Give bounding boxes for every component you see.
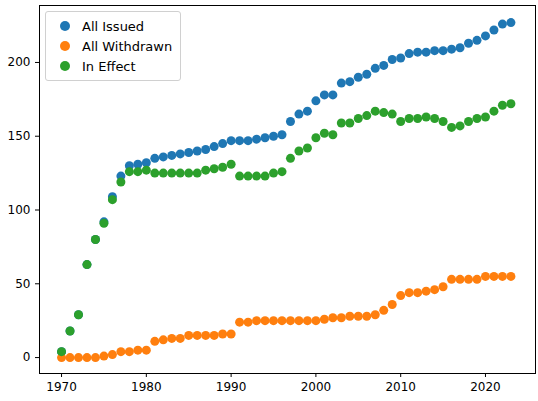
svg-text:50: 50 bbox=[15, 277, 30, 291]
html-text:In Effect: In Effect bbox=[82, 58, 136, 74]
html-text:All Withdrawn: All Withdrawn bbox=[82, 38, 173, 54]
svg-text:2000: 2000 bbox=[301, 380, 332, 394]
svg-text:1970: 1970 bbox=[46, 380, 77, 394]
svg-text:100: 100 bbox=[8, 203, 31, 217]
svg-text:2010: 2010 bbox=[385, 380, 416, 394]
svg-text:200: 200 bbox=[8, 55, 31, 69]
svg-text:1990: 1990 bbox=[216, 380, 247, 394]
svg-text:0: 0 bbox=[23, 350, 31, 364]
svg-text:1980: 1980 bbox=[131, 380, 162, 394]
svg-text:150: 150 bbox=[8, 129, 31, 143]
html-text:All Issued: All Issued bbox=[82, 18, 145, 34]
svg-text:2020: 2020 bbox=[470, 380, 501, 394]
